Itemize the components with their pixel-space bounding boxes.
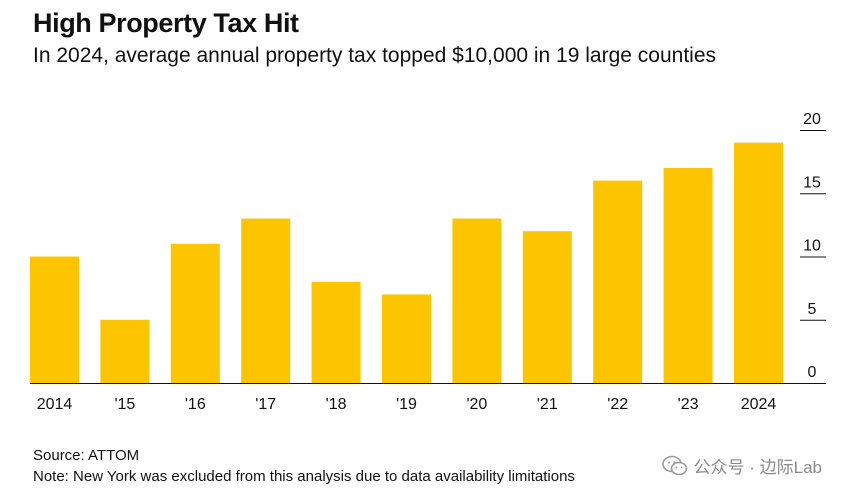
wechat-icon <box>661 455 687 475</box>
x-tick-label: '20 <box>466 396 487 413</box>
x-tick-label: '17 <box>255 396 276 413</box>
y-tick-label: 20 <box>803 111 821 128</box>
bar <box>663 167 713 383</box>
x-tick-label: '21 <box>537 396 558 413</box>
bar <box>734 142 783 383</box>
y-tick-label: 10 <box>803 238 821 255</box>
watermark: 公众号 · 边际Lab <box>661 453 822 478</box>
chart-title: High Property Tax Hit <box>33 8 299 38</box>
x-tick-label: '16 <box>185 396 206 413</box>
bar <box>452 218 502 383</box>
x-tick-label: 2014 <box>37 396 73 413</box>
bar <box>311 281 361 383</box>
bar <box>100 319 150 383</box>
y-tick-label: 0 <box>808 364 817 381</box>
x-tick-label: '15 <box>114 396 135 413</box>
x-tick-label: '18 <box>326 396 347 413</box>
bar <box>170 243 220 383</box>
x-tick-label: '19 <box>396 396 417 413</box>
watermark-text: 公众号 · 边际Lab <box>693 458 822 477</box>
bar <box>522 231 572 383</box>
bar <box>593 180 643 383</box>
y-tick-label: 5 <box>808 301 817 318</box>
chart-subtitle: In 2024, average annual property tax top… <box>33 44 717 67</box>
bar <box>241 218 291 383</box>
source-text: Source: ATTOM <box>33 447 140 464</box>
x-tick-label: '23 <box>678 396 699 413</box>
note-text: Note: New York was excluded from this an… <box>33 468 575 485</box>
x-tick-label: '22 <box>607 396 628 413</box>
bar <box>30 256 79 383</box>
bar <box>382 294 431 383</box>
x-tick-label: 2024 <box>741 396 777 413</box>
y-tick-label: 15 <box>803 174 821 191</box>
